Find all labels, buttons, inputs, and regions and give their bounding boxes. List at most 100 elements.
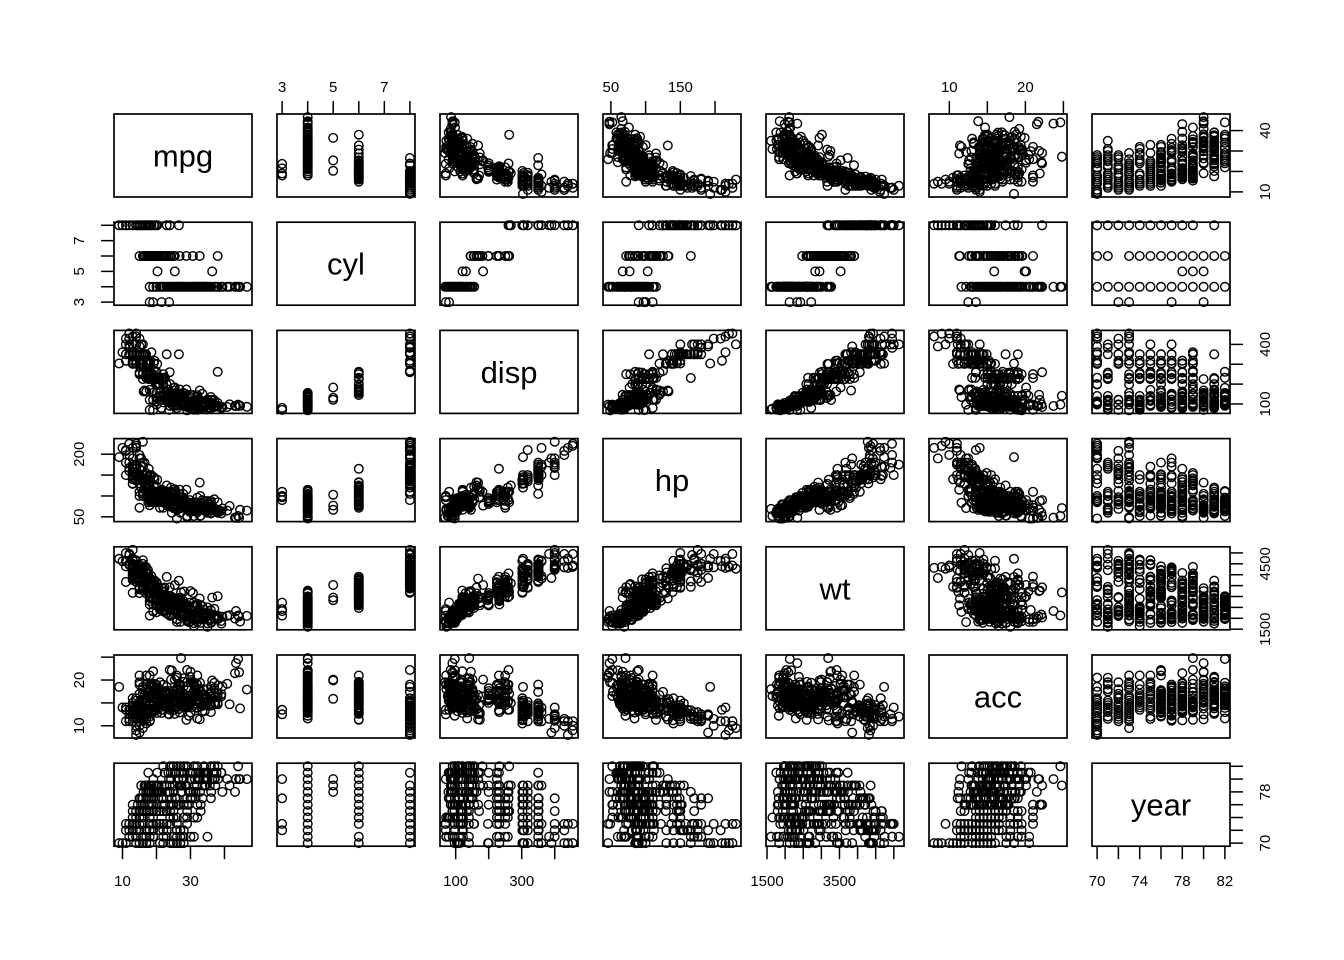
panel-cyl-vs-wt bbox=[765, 220, 905, 308]
scatter-points-acc-vs-hp bbox=[603, 653, 741, 740]
panel-acc-vs-disp bbox=[439, 653, 579, 740]
tick-label-acc-20: 20 bbox=[1017, 79, 1034, 96]
scatter-points-hp-vs-acc bbox=[929, 436, 1067, 524]
scatter-points-cyl-vs-year bbox=[1092, 220, 1230, 308]
panel-acc-vs-mpg bbox=[113, 653, 253, 740]
tick-label-year-70: 70 bbox=[1257, 835, 1274, 852]
panel-hp-vs-disp bbox=[439, 436, 579, 524]
tick-label-wt-1500: 1500 bbox=[750, 873, 783, 890]
scatter-points-year-vs-disp bbox=[440, 761, 578, 849]
scatter-points-hp-vs-wt bbox=[766, 436, 904, 524]
tick-label-cyl-3: 3 bbox=[278, 79, 286, 96]
panel-mpg-vs-disp bbox=[439, 112, 579, 199]
axis-cyl-top: 3 5 7 bbox=[278, 79, 411, 114]
scatter-points-cyl-vs-disp bbox=[440, 220, 578, 308]
panel-cyl-vs-hp bbox=[602, 220, 742, 308]
panel-wt-vs-disp bbox=[439, 544, 579, 632]
axis-mpg-bottom: 10 30 bbox=[114, 846, 226, 890]
axis-disp-bottom: 100 300 bbox=[443, 846, 556, 890]
scatter-points-year-vs-hp bbox=[603, 761, 741, 849]
tick-label-year-78: 78 bbox=[1174, 873, 1191, 890]
panel-year-vs-cyl bbox=[276, 761, 416, 849]
scatter-points-disp-vs-mpg bbox=[114, 328, 252, 416]
panel-disp-vs-year bbox=[1091, 328, 1231, 416]
scatter-points-disp-vs-year bbox=[1092, 328, 1230, 416]
panel-cyl-vs-year bbox=[1091, 220, 1231, 308]
scatter-points-disp-vs-acc bbox=[929, 328, 1067, 416]
scatter-points-year-vs-acc bbox=[929, 761, 1067, 849]
scatter-points-disp-vs-cyl bbox=[277, 328, 415, 416]
diag-label-year: year bbox=[1131, 788, 1191, 823]
scatter-points-mpg-vs-wt bbox=[766, 112, 904, 199]
panel-wt-vs-mpg bbox=[113, 544, 253, 632]
diag-label-mpg: mpg bbox=[153, 139, 213, 174]
tick-label-year-70: 70 bbox=[1089, 873, 1106, 890]
panel-wt-vs-cyl bbox=[276, 544, 416, 632]
tick-label-mpg-10: 10 bbox=[1257, 184, 1274, 201]
tick-label-disp-100: 100 bbox=[1257, 391, 1274, 416]
tick-label-hp-50: 50 bbox=[603, 79, 620, 96]
tick-label-year-82: 82 bbox=[1217, 873, 1234, 890]
scatter-points-acc-vs-mpg bbox=[114, 653, 252, 740]
tick-label-cyl-5: 5 bbox=[71, 267, 88, 275]
scatter-points-hp-vs-mpg bbox=[114, 436, 252, 524]
panel-mpg-vs-acc bbox=[928, 112, 1068, 199]
panel-hp-vs-year bbox=[1091, 436, 1231, 524]
tick-label-cyl-5: 5 bbox=[329, 79, 337, 96]
panel-hp-vs-cyl bbox=[276, 436, 416, 524]
scatter-points-cyl-vs-hp bbox=[603, 220, 741, 308]
scatter-points-mpg-vs-disp bbox=[440, 112, 578, 199]
scatter-points-cyl-vs-mpg bbox=[114, 220, 252, 308]
panel-cyl-vs-disp bbox=[439, 220, 579, 308]
panel-cyl-vs-mpg bbox=[113, 220, 253, 308]
axis-wt-bottom: 1500 3500 bbox=[750, 846, 895, 890]
tick-label-hp-50: 50 bbox=[71, 509, 88, 526]
axis-year-right: 70 78 bbox=[1230, 765, 1274, 852]
tick-label-wt-3500: 3500 bbox=[823, 873, 856, 890]
panel-acc-vs-year bbox=[1091, 653, 1231, 740]
diag-cell-wt: wt bbox=[765, 545, 905, 631]
panel-year-vs-disp bbox=[439, 761, 579, 849]
panel-acc-vs-cyl bbox=[276, 653, 416, 740]
panel-cyl-vs-acc bbox=[928, 220, 1068, 308]
tick-label-acc-10: 10 bbox=[941, 79, 958, 96]
panel-wt-vs-acc bbox=[928, 544, 1068, 632]
tick-label-mpg-30: 30 bbox=[182, 873, 199, 890]
diag-label-cyl: cyl bbox=[327, 247, 365, 282]
tick-label-hp-200: 200 bbox=[71, 442, 88, 467]
scatter-points-hp-vs-year bbox=[1092, 436, 1230, 524]
panel-disp-vs-wt bbox=[765, 328, 905, 416]
panel-year-vs-wt bbox=[765, 761, 905, 849]
diag-cell-hp: hp bbox=[602, 437, 742, 523]
scatter-points-acc-vs-disp bbox=[440, 653, 578, 740]
scatter-points-cyl-vs-acc bbox=[929, 220, 1067, 308]
axis-hp-top: 50 150 bbox=[603, 79, 716, 114]
tick-label-disp-100: 100 bbox=[443, 873, 468, 890]
panel-mpg-vs-wt bbox=[765, 112, 905, 199]
scatter-points-year-vs-wt bbox=[766, 761, 904, 849]
tick-label-year-78: 78 bbox=[1257, 784, 1274, 801]
panel-acc-vs-hp bbox=[602, 653, 742, 740]
diag-cell-disp: disp bbox=[439, 329, 579, 415]
scatter-points-year-vs-mpg bbox=[114, 761, 252, 849]
axis-acc-top: 10 20 bbox=[941, 79, 1065, 114]
axis-year-bottom: 70 74 78 82 bbox=[1089, 846, 1233, 890]
panel-hp-vs-acc bbox=[928, 436, 1068, 524]
panel-acc-vs-wt bbox=[765, 653, 905, 740]
scatter-points-wt-vs-acc bbox=[929, 544, 1067, 632]
diag-label-disp: disp bbox=[481, 355, 538, 390]
scatter-points-hp-vs-cyl bbox=[277, 436, 415, 524]
panel-hp-vs-mpg bbox=[113, 436, 253, 524]
tick-label-disp-300: 300 bbox=[509, 873, 534, 890]
tick-label-disp-400: 400 bbox=[1257, 332, 1274, 357]
panel-disp-vs-mpg bbox=[113, 328, 253, 416]
panel-mpg-vs-cyl bbox=[276, 112, 416, 199]
panel-mpg-vs-year bbox=[1091, 112, 1231, 199]
diag-cell-cyl: cyl bbox=[276, 221, 416, 307]
scatter-points-disp-vs-hp bbox=[603, 328, 741, 416]
axis-disp-right: 100 400 bbox=[1230, 332, 1274, 416]
panel-wt-vs-hp bbox=[602, 544, 742, 632]
scatter-points-mpg-vs-hp bbox=[603, 112, 741, 199]
diag-label-hp: hp bbox=[655, 463, 689, 498]
